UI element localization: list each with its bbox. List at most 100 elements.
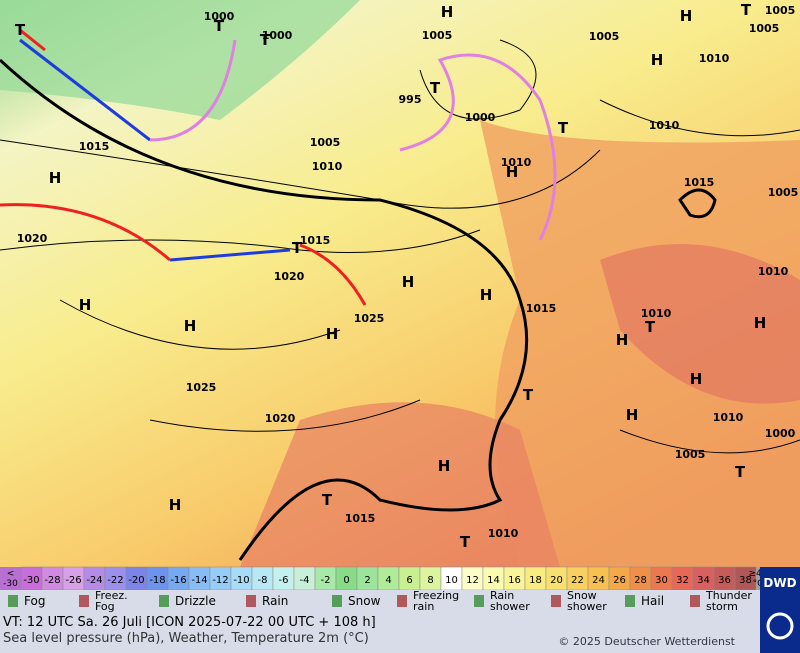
legend-symbol bbox=[551, 595, 561, 607]
high-label: H bbox=[680, 7, 693, 25]
scale-value: -10 bbox=[233, 575, 249, 586]
legend-label: Fog bbox=[24, 594, 45, 608]
legend-symbol bbox=[246, 595, 256, 607]
scale-high-label: ≥40 bbox=[749, 569, 768, 579]
scale-value: 0 bbox=[343, 575, 349, 586]
isobar-label: 1005 bbox=[765, 4, 796, 17]
legend-label: Freezing rain bbox=[413, 589, 459, 613]
description: Sea level pressure (hPa), Weather, Tempe… bbox=[3, 631, 369, 646]
scale-value: 18 bbox=[529, 575, 542, 586]
low-label: T bbox=[322, 491, 333, 509]
scale-value: -12 bbox=[212, 575, 228, 586]
low-label: T bbox=[735, 463, 746, 481]
isobar-label: 1000 bbox=[765, 427, 796, 440]
scale-value: 28 bbox=[634, 575, 647, 586]
isobar-label: 1005 bbox=[422, 29, 453, 42]
isobar-label: 1005 bbox=[768, 186, 799, 199]
high-label: H bbox=[326, 325, 339, 343]
high-label: H bbox=[616, 331, 629, 349]
scale-value: -14 bbox=[191, 575, 207, 586]
scale-value: -22 bbox=[107, 575, 123, 586]
scale-value: 30 bbox=[655, 575, 668, 586]
legend-symbol bbox=[625, 595, 635, 607]
isobar-label: 1015 bbox=[684, 176, 715, 189]
scale-high-label: °C bbox=[753, 579, 764, 589]
scale-value: -18 bbox=[149, 575, 165, 586]
scale-value: 20 bbox=[550, 575, 563, 586]
isobar-label: 1005 bbox=[675, 448, 706, 461]
legend-label: Hail bbox=[641, 594, 664, 608]
high-label: H bbox=[184, 317, 197, 335]
scale-value: -26 bbox=[65, 575, 81, 586]
legend-label: Thunder storm bbox=[705, 589, 752, 613]
isobar-label: 1015 bbox=[526, 302, 557, 315]
low-label: T bbox=[15, 21, 26, 39]
legend-label: Rain shower bbox=[490, 589, 530, 613]
isobar-label: 1020 bbox=[274, 270, 305, 283]
high-label: H bbox=[438, 457, 451, 475]
isobar-label: 1015 bbox=[345, 512, 376, 525]
isobar-label: 1020 bbox=[17, 232, 48, 245]
legend-label: Freez. Fog bbox=[95, 589, 128, 613]
low-label: T bbox=[741, 1, 752, 19]
valid-time: VT: 12 UTC Sa. 26 Juli [ICON 2025-07-22 … bbox=[3, 615, 376, 630]
legend-label: Snow bbox=[348, 594, 381, 608]
low-label: T bbox=[430, 79, 441, 97]
low-label: T bbox=[460, 533, 471, 551]
scale-value: 8 bbox=[427, 575, 433, 586]
scale-value: 4 bbox=[385, 575, 391, 586]
scale-value: 2 bbox=[364, 575, 370, 586]
isobar-label: 1010 bbox=[699, 52, 730, 65]
legend-symbol bbox=[8, 595, 18, 607]
scale-value: -8 bbox=[258, 575, 268, 586]
legend-symbol bbox=[690, 595, 700, 607]
legend-symbol bbox=[159, 595, 169, 607]
scale-value: 22 bbox=[571, 575, 584, 586]
scale-value: 14 bbox=[487, 575, 500, 586]
low-label: T bbox=[292, 239, 303, 257]
isobar-label: 1010 bbox=[501, 156, 532, 169]
scale-value: 12 bbox=[466, 575, 479, 586]
isobar-label: 1010 bbox=[312, 160, 343, 173]
high-label: H bbox=[49, 169, 62, 187]
scale-value: -16 bbox=[170, 575, 186, 586]
high-label: H bbox=[79, 296, 92, 314]
legend-symbol bbox=[332, 595, 342, 607]
legend-label: Drizzle bbox=[175, 594, 216, 608]
isobar-label: 1005 bbox=[749, 22, 780, 35]
scale-value: 34 bbox=[697, 575, 710, 586]
legend-symbol bbox=[79, 595, 89, 607]
high-label: H bbox=[626, 406, 639, 424]
isobar-label: 1005 bbox=[310, 136, 341, 149]
isobar-label: 1000 bbox=[204, 10, 235, 23]
scale-low-label: < bbox=[7, 569, 15, 579]
scale-cell bbox=[0, 567, 21, 590]
scale-value: 36 bbox=[718, 575, 731, 586]
scale-value: 10 bbox=[445, 575, 458, 586]
scale-value: 38 bbox=[739, 575, 752, 586]
isobar-label: 1025 bbox=[186, 381, 217, 394]
scale-value: 24 bbox=[592, 575, 605, 586]
high-label: H bbox=[402, 273, 415, 291]
scale-value: -24 bbox=[86, 575, 102, 586]
temperature-scale: <-30 -30 -28 -26 -24 -22 -20 -18 -16 -14 -12 -10 -8-… bbox=[0, 566, 768, 591]
scale-low-label: -30 bbox=[3, 579, 18, 589]
dwd-logo-swirl bbox=[766, 612, 794, 640]
scale-value: 6 bbox=[406, 575, 412, 586]
high-label: H bbox=[169, 496, 182, 514]
isobar-label: 1015 bbox=[300, 234, 331, 247]
legend-label: Rain bbox=[262, 594, 288, 608]
scale-value: -30 bbox=[23, 575, 39, 586]
isobar-label: 1010 bbox=[713, 411, 744, 424]
isobar-label: 1005 bbox=[589, 30, 620, 43]
scale-value: -20 bbox=[128, 575, 144, 586]
scale-value: 32 bbox=[676, 575, 689, 586]
weather-legend-bg bbox=[0, 590, 760, 613]
high-label: H bbox=[441, 3, 454, 21]
legend-symbol bbox=[474, 595, 484, 607]
low-label: T bbox=[645, 318, 656, 336]
high-label: H bbox=[754, 314, 767, 332]
isobar-label: 1015 bbox=[79, 140, 110, 153]
high-label: H bbox=[690, 370, 703, 388]
high-label: H bbox=[651, 51, 664, 69]
